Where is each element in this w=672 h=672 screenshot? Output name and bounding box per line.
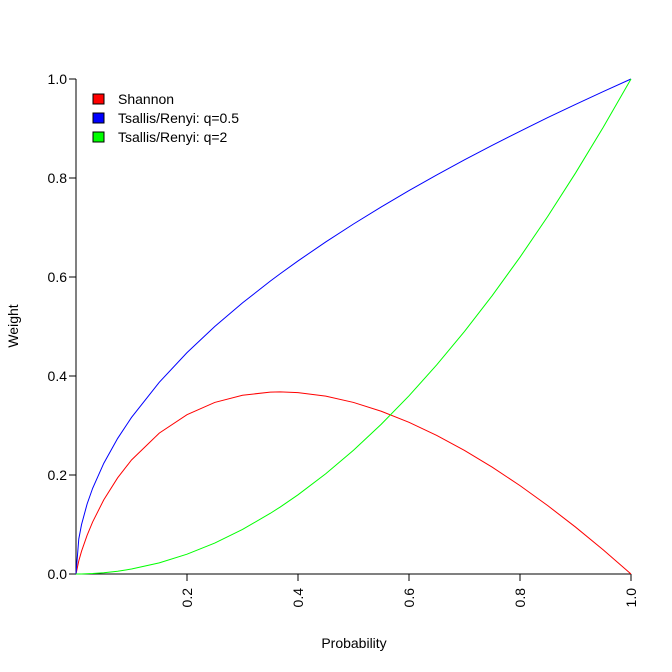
x-tick-label: 0.8 [512, 588, 528, 608]
series-line-0 [75, 391, 632, 575]
y-tick-label: 0.8 [48, 170, 68, 186]
legend-label: Tsallis/Renyi: q=2 [118, 129, 228, 145]
y-axis-title: Weight [5, 304, 21, 347]
legend-swatch [92, 93, 105, 105]
series-line-1 [75, 78, 632, 575]
x-ticks: 0.2 0.4 0.6 0.8 1.0 [179, 574, 639, 607]
y-ticks: 0.0 0.2 0.4 0.6 0.8 1.0 [48, 71, 76, 582]
legend-swatch [92, 112, 105, 124]
y-tick-label: 0.4 [48, 368, 68, 384]
axes [75, 79, 631, 575]
series-line-2 [76, 78, 632, 575]
series-lines [75, 78, 632, 575]
y-tick-label: 0.0 [48, 566, 68, 582]
x-tick-label: 0.6 [401, 588, 417, 608]
x-tick-label: 0.2 [179, 588, 195, 608]
legend: Shannon Tsallis/Renyi: q=0.5 Tsallis/Renyi… [92, 91, 239, 145]
y-tick-label: 0.2 [48, 467, 68, 483]
legend-swatch [92, 131, 105, 143]
y-tick-label: 1.0 [48, 71, 68, 87]
x-axis-title: Probability [321, 635, 386, 651]
y-tick-label: 0.6 [48, 269, 68, 285]
x-tick-label: 0.4 [290, 588, 306, 608]
x-tick-label: 1.0 [623, 588, 639, 608]
legend-label: Tsallis/Renyi: q=0.5 [118, 110, 239, 126]
legend-label: Shannon [118, 91, 174, 107]
